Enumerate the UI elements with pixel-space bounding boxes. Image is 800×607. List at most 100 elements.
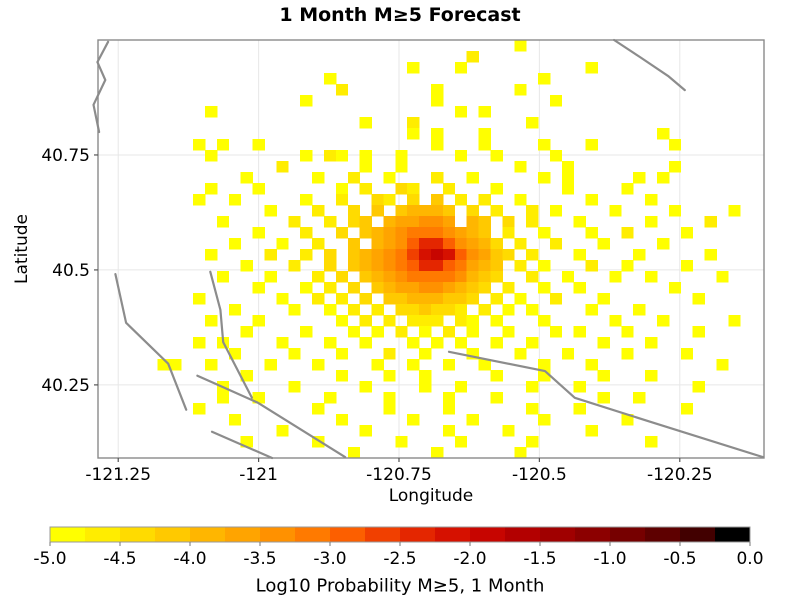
heatmap-cell: [407, 293, 420, 305]
heatmap-cell: [609, 205, 622, 217]
heatmap-cell: [490, 238, 503, 250]
heatmap-cell: [431, 172, 444, 184]
heatmap-cell: [371, 359, 384, 371]
heatmap-cell: [538, 370, 551, 382]
heatmap-cell: [205, 150, 218, 162]
heatmap-cell: [442, 282, 456, 294]
heatmap-cell: [633, 172, 646, 184]
heatmap-cell: [407, 227, 420, 239]
heatmap-cell: [549, 95, 563, 107]
heatmap-cell: [442, 304, 456, 316]
heatmap-cell: [395, 436, 408, 448]
heatmap-cell: [395, 183, 408, 195]
heatmap-cell: [347, 216, 361, 228]
heatmap-cell: [193, 139, 206, 151]
heatmap-cell: [228, 194, 242, 206]
heatmap-cell: [205, 106, 218, 118]
heatmap-cell: [359, 271, 372, 283]
heatmap-cell: [407, 282, 420, 294]
heatmap-cell: [549, 150, 563, 162]
heatmap-cell: [383, 370, 396, 382]
heatmap-cell: [419, 205, 432, 217]
heatmap-cell: [502, 282, 515, 294]
heatmap-cell: [442, 425, 456, 437]
heatmap-cell: [335, 370, 349, 382]
heatmap-cell: [431, 304, 444, 316]
heatmap-cell: [395, 161, 408, 173]
heatmap-cell: [300, 326, 313, 338]
y-axis-label: Latitude: [12, 214, 32, 284]
heatmap-cell: [478, 216, 491, 228]
heatmap-cell: [383, 260, 396, 272]
heatmap-cell: [490, 205, 503, 217]
heatmap-cell: [419, 326, 432, 338]
heatmap-cell: [252, 139, 265, 151]
heatmap-cell: [597, 370, 610, 382]
colorbar-tick-label: -0.5: [663, 549, 696, 569]
heatmap-cell: [359, 381, 372, 393]
heatmap-cell: [419, 227, 432, 239]
heatmap-cell: [347, 447, 361, 459]
heatmap-cell: [478, 260, 491, 272]
heatmap-cell: [621, 326, 634, 338]
heatmap-cell: [383, 238, 396, 250]
heatmap-cell: [347, 249, 361, 261]
colorbar-segment: [120, 527, 156, 542]
heatmap-cell: [371, 227, 384, 239]
heatmap-cell: [585, 304, 598, 316]
heatmap-cell: [431, 227, 444, 239]
heatmap-cell: [264, 359, 277, 371]
fault-line: [612, 38, 686, 92]
heatmap-cell: [395, 205, 408, 217]
heatmap-cell: [454, 304, 468, 316]
heatmap-cell: [193, 194, 206, 206]
heatmap-cell: [514, 447, 527, 459]
heatmap-cell: [252, 183, 265, 195]
heatmap-cell: [419, 216, 432, 228]
heatmap-cell: [276, 425, 289, 437]
heatmap-cell: [597, 392, 610, 404]
heatmap-cell: [240, 172, 253, 184]
heatmap-cell: [323, 282, 337, 294]
colorbar-segment: [575, 527, 611, 542]
heatmap-cell: [442, 183, 456, 195]
heatmap-cell: [549, 326, 563, 338]
heatmap-cell: [395, 304, 408, 316]
heatmap-cell: [431, 337, 444, 349]
heatmap-cell: [478, 227, 491, 239]
heatmap-cell: [347, 304, 361, 316]
heatmap-cell: [252, 227, 265, 239]
fault-lines: [92, 38, 765, 460]
heatmap-cell: [561, 348, 575, 360]
heatmap-cell: [645, 370, 658, 382]
heatmap-cell: [371, 282, 384, 294]
heatmap-cell: [335, 194, 349, 206]
heatmap-cell: [335, 293, 349, 305]
heatmap-cell: [240, 370, 253, 382]
heatmap-cell: [335, 183, 349, 195]
heatmap-cell: [490, 337, 503, 349]
colorbar-segment: [260, 527, 296, 542]
heatmap-cell: [466, 326, 479, 338]
heatmap-cell: [312, 436, 325, 448]
heatmap-cell: [442, 227, 456, 239]
heatmap-cell: [514, 348, 527, 360]
heatmap-cell: [573, 403, 586, 415]
heatmap-cell: [645, 436, 658, 448]
colorbar-segment: [610, 527, 646, 542]
colorbar-segment: [470, 527, 506, 542]
heatmap-cell: [573, 216, 586, 228]
y-tick-label: 40.75: [41, 146, 90, 166]
colorbar-tick-label: -3.0: [313, 549, 346, 569]
heatmap-cell: [383, 403, 396, 415]
heatmap-cell: [431, 282, 444, 294]
heatmap-cell: [454, 260, 468, 272]
colorbar-tick-label: -3.5: [243, 549, 276, 569]
heatmap-cell: [276, 293, 289, 305]
heatmap-cell: [645, 194, 658, 206]
heatmap-cell: [538, 73, 551, 85]
heatmap-cell: [490, 293, 503, 305]
heatmap-cell: [240, 260, 253, 272]
heatmap-cell: [442, 260, 456, 272]
colorbar-segment: [435, 527, 471, 542]
